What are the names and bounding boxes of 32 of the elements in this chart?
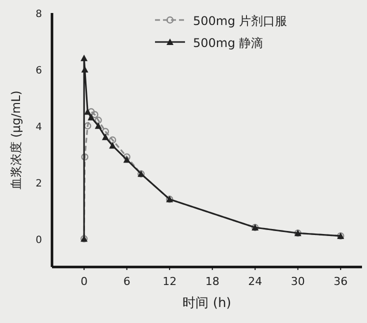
y-tick-label: 0 bbox=[36, 234, 42, 246]
point bbox=[88, 108, 95, 116]
point bbox=[84, 122, 92, 130]
point bbox=[102, 128, 110, 136]
point bbox=[91, 111, 98, 118]
point bbox=[109, 142, 116, 149]
point bbox=[84, 108, 92, 115]
x-tick-label: 18 bbox=[205, 275, 220, 288]
point bbox=[123, 153, 130, 161]
y-axis-title: 血浆浓度 (μg/mL) bbox=[9, 90, 23, 190]
point bbox=[94, 116, 102, 124]
y-tick-label: 6 bbox=[36, 65, 42, 76]
point bbox=[88, 114, 95, 120]
x-tick-label: 12 bbox=[162, 275, 177, 288]
y-tick-label: 4 bbox=[36, 122, 42, 133]
y-tick-label: 2 bbox=[36, 178, 42, 190]
point bbox=[81, 66, 88, 72]
point bbox=[80, 54, 88, 62]
x-tick-label: 6 bbox=[123, 275, 130, 288]
x-tick-label: 36 bbox=[334, 275, 348, 288]
point bbox=[102, 134, 109, 140]
x-tick-label: 24 bbox=[248, 275, 262, 288]
point bbox=[81, 153, 88, 161]
legend-label: 500mg 静滴 bbox=[193, 36, 264, 50]
point bbox=[108, 136, 116, 144]
point bbox=[123, 156, 130, 163]
x-axis-title: 时间 (h) bbox=[182, 296, 232, 311]
y-tick-label: 8 bbox=[36, 9, 42, 20]
legend-label: 500mg 片剂口服 bbox=[193, 14, 288, 28]
point bbox=[94, 122, 102, 129]
x-tick-label: 30 bbox=[290, 275, 305, 288]
x-tick-label: 0 bbox=[80, 275, 88, 288]
